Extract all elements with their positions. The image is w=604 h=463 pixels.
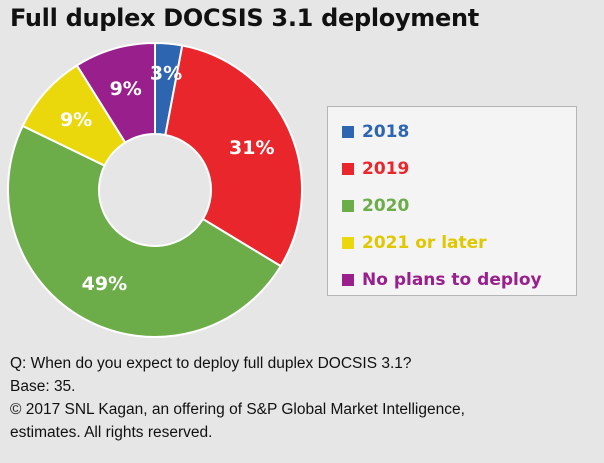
chart-title: Full duplex DOCSIS 3.1 deployment (10, 4, 479, 32)
legend-label: 2021 or later (362, 232, 487, 253)
copyright-line-1: © 2017 SNL Kagan, an offering of S&P Glo… (10, 401, 465, 418)
legend-label: 2020 (362, 195, 410, 216)
chart-legend: 2018 2019 2020 2021 or later No plans to dep… (327, 106, 577, 296)
legend-swatch (342, 125, 354, 138)
slice-label-no-plans-to-deploy: 9% (110, 78, 142, 100)
slice-label-2021-or-later: 9% (60, 109, 92, 131)
legend-item-2020: 2020 (342, 187, 576, 224)
legend-item-2019: 2019 (342, 150, 576, 187)
slice-label-2020: 49% (82, 273, 127, 295)
base-text: Base: 35. (10, 378, 76, 395)
slice-2020 (7, 124, 283, 338)
legend-item-2021-or-later: 2021 or later (342, 224, 576, 261)
legend-swatch (342, 273, 354, 286)
legend-swatch (342, 199, 354, 212)
slice-label-2018: 3% (150, 63, 182, 85)
legend-label: No plans to deploy (362, 269, 542, 290)
legend-swatch (342, 236, 354, 249)
legend-label: 2019 (362, 158, 410, 179)
question-text: Q: When do you expect to deploy full dup… (10, 355, 412, 372)
copyright-line-2: estimates. All rights reserved. (10, 424, 213, 441)
slice-label-2019: 31% (229, 137, 274, 159)
legend-swatch (342, 162, 354, 175)
slice-no-plans-to-deploy (75, 41, 156, 144)
legend-label: 2018 (362, 121, 410, 142)
chart-footer: Q: When do you expect to deploy full dup… (10, 352, 465, 444)
slice-2019 (164, 44, 303, 268)
legend-item-no-plans-to-deploy: No plans to deploy (342, 261, 576, 298)
legend-item-2018: 2018 (342, 113, 576, 150)
